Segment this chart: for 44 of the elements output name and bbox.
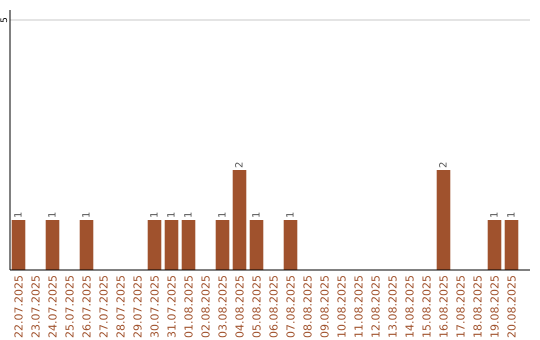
- x-tick-label: 29.07.2025: [132, 275, 144, 338]
- x-tick-label: 12.08.2025: [370, 275, 382, 338]
- x-tick-label: 15.08.2025: [420, 275, 434, 338]
- y-tick-label: 5: [0, 17, 10, 23]
- x-tick-label: 31.07.2025: [166, 275, 178, 338]
- data-label: 1: [490, 212, 500, 218]
- x-tick-label: 26.07.2025: [80, 275, 94, 338]
- x-tick-label: 27.07.2025: [98, 275, 110, 338]
- data-label: 1: [14, 212, 24, 218]
- x-tick-label: 03.08.2025: [216, 275, 230, 338]
- x-tick-label: 16.08.2025: [438, 275, 450, 338]
- data-label: 1: [82, 212, 92, 218]
- x-tick-label: 11.08.2025: [352, 275, 366, 338]
- x-tick-label: 10.08.2025: [336, 275, 348, 338]
- x-tick-label: 23.07.2025: [30, 275, 42, 338]
- data-label: 1: [184, 212, 194, 218]
- x-tick-label: 25.07.2025: [64, 275, 76, 338]
- x-tick-label: 18.08.2025: [472, 275, 484, 338]
- data-label: 1: [506, 212, 518, 218]
- x-tick-label: 05.08.2025: [250, 275, 264, 338]
- x-tick-label: 20.08.2025: [506, 275, 518, 338]
- data-label: 1: [166, 212, 178, 218]
- data-label: 1: [218, 212, 228, 218]
- x-tick-label: 30.07.2025: [148, 275, 162, 338]
- x-tick-label: 14.08.2025: [404, 275, 416, 338]
- x-tick-label: 01.08.2025: [182, 275, 196, 338]
- x-tick-label: 07.08.2025: [284, 275, 298, 338]
- x-tick-label: 08.08.2025: [302, 275, 314, 338]
- data-label: 1: [286, 212, 296, 218]
- data-label: 2: [438, 162, 450, 168]
- x-tick-label: 22.07.2025: [12, 275, 26, 338]
- data-label: 2: [234, 162, 246, 168]
- x-tick-label: 28.07.2025: [114, 275, 128, 338]
- x-tick-label: 13.08.2025: [386, 275, 400, 338]
- x-tick-label: 04.08.2025: [234, 275, 246, 338]
- x-tick-label: 19.08.2025: [488, 275, 502, 338]
- data-label: 1: [150, 212, 160, 218]
- x-tick-label: 09.08.2025: [318, 275, 332, 338]
- x-tick-label: 24.07.2025: [46, 275, 60, 338]
- x-tick-label: 06.08.2025: [268, 275, 280, 338]
- x-tick-label: 02.08.2025: [200, 275, 212, 338]
- data-label: 1: [252, 212, 262, 218]
- x-tick-label: 17.08.2025: [454, 275, 468, 338]
- data-label: 1: [48, 212, 58, 218]
